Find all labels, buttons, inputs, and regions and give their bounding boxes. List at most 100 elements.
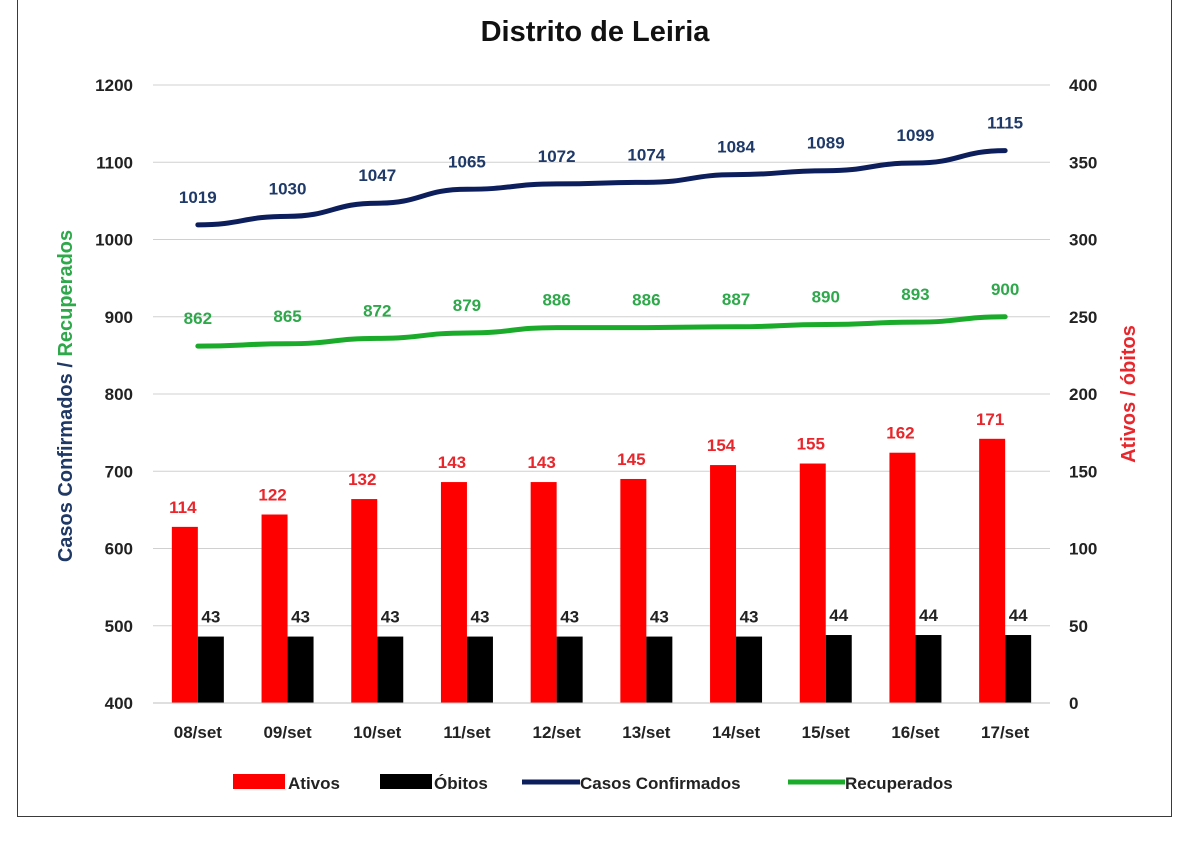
data-label-casos-confirmados: 1084 — [717, 138, 755, 157]
data-label-obitos: 43 — [291, 608, 310, 627]
bar-obitos — [287, 636, 314, 703]
data-label-obitos: 43 — [201, 608, 220, 627]
x-tick-label: 14/set — [712, 723, 761, 742]
x-tick-label: 12/set — [533, 723, 582, 742]
data-label-obitos: 44 — [829, 606, 848, 625]
bar-ativos — [799, 463, 826, 703]
y-right-title-part2: óbitos — [1118, 325, 1140, 385]
legend-swatch-ativos — [233, 774, 285, 789]
data-label-casos-confirmados: 1047 — [358, 166, 396, 185]
data-label-recuperados: 886 — [632, 291, 660, 310]
legend: Ativos Óbitos Casos Confirmados Recupera… — [233, 774, 953, 793]
y-left-title-sep: / — [55, 357, 77, 374]
data-label-casos-confirmados: 1099 — [897, 126, 935, 145]
y-left-tick-label: 1200 — [95, 76, 133, 95]
x-tick-label: 10/set — [353, 723, 402, 742]
y-right-tick-label: 50 — [1069, 617, 1088, 636]
y-left-axis-title: Casos Confirmados / Recuperados — [55, 230, 77, 562]
bar-ativos — [171, 526, 198, 703]
data-label-obitos: 44 — [919, 606, 938, 625]
y-left-title-part2: Recuperados — [55, 230, 77, 357]
data-labels: 114 43 122 43 132 43 143 43 143 43 145 43 154 43 155 44… — [169, 114, 1028, 627]
lines — [195, 148, 1008, 349]
data-label-ativos: 171 — [976, 410, 1004, 429]
data-label-recuperados: 886 — [542, 291, 570, 310]
bar-obitos — [646, 636, 673, 703]
data-label-recuperados: 872 — [363, 301, 391, 320]
y-right-axis-title: Ativos / óbitos — [1118, 325, 1140, 463]
data-label-casos-confirmados: 1089 — [807, 134, 845, 153]
y-right-tick-label: 250 — [1069, 308, 1097, 327]
bar-ativos — [530, 482, 557, 703]
chart-title: Distrito de Leiria — [480, 16, 710, 48]
legend-label-recuperados: Recuperados — [845, 774, 953, 793]
data-label-ativos: 155 — [797, 435, 825, 454]
line-recuperados — [195, 314, 1008, 349]
data-label-casos-confirmados: 1065 — [448, 152, 486, 171]
x-tick-label: 15/set — [802, 723, 851, 742]
y-right-tick-label: 100 — [1069, 540, 1097, 559]
bar-obitos — [556, 636, 583, 703]
data-label-recuperados: 893 — [901, 285, 929, 304]
data-label-obitos: 43 — [381, 608, 400, 627]
x-tick-label: 13/set — [622, 723, 671, 742]
y-left-tick-label: 800 — [105, 385, 133, 404]
legend-label-obitos: Óbitos — [434, 774, 488, 793]
data-label-ativos: 114 — [169, 498, 197, 517]
data-label-recuperados: 879 — [453, 296, 481, 315]
y-right-tick-label: 400 — [1069, 76, 1097, 95]
data-label-obitos: 43 — [470, 608, 489, 627]
y-right-tick-label: 150 — [1069, 462, 1097, 481]
data-label-recuperados: 887 — [722, 290, 750, 309]
data-label-casos-confirmados: 1072 — [538, 147, 576, 166]
data-label-ativos: 145 — [617, 450, 645, 469]
x-tick-label: 09/set — [263, 723, 312, 742]
legend-swatch-obitos — [380, 774, 432, 789]
data-label-obitos: 43 — [650, 608, 669, 627]
data-label-obitos: 43 — [560, 608, 579, 627]
line-casos-confirmados — [195, 148, 1008, 228]
y-left-tick-label: 900 — [105, 308, 133, 327]
legend-label-casos-confirmados: Casos Confirmados — [580, 774, 741, 793]
bar-obitos — [197, 636, 224, 703]
data-label-obitos: 43 — [740, 608, 759, 627]
bar-ativos — [261, 514, 288, 703]
y-right-tick-label: 350 — [1069, 153, 1097, 172]
y-right-title-sep: / — [1118, 385, 1140, 402]
y-left-tick-label: 1100 — [96, 153, 133, 172]
bar-ativos — [440, 482, 467, 703]
y-left-tick-label: 500 — [105, 617, 133, 636]
data-label-ativos: 162 — [886, 424, 914, 443]
y-left-tick-label: 1000 — [95, 231, 133, 250]
data-label-obitos: 44 — [1009, 606, 1028, 625]
x-tick-label: 17/set — [981, 723, 1030, 742]
x-tick-label: 08/set — [174, 723, 223, 742]
y-left-tick-label: 400 — [105, 694, 133, 713]
bar-ativos — [620, 478, 647, 703]
bar-ativos — [979, 438, 1006, 703]
x-tick-label: 16/set — [891, 723, 940, 742]
bar-obitos — [1005, 635, 1032, 703]
y-right-tick-label: 0 — [1069, 694, 1078, 713]
data-label-recuperados: 900 — [991, 280, 1019, 299]
y-right-title-part1: Ativos — [1118, 402, 1140, 463]
bar-ativos — [710, 465, 737, 703]
data-label-casos-confirmados: 1030 — [269, 179, 307, 198]
data-label-casos-confirmados: 1074 — [627, 145, 665, 164]
data-label-ativos: 143 — [527, 453, 555, 472]
y-right-tick-label: 300 — [1069, 231, 1097, 250]
data-label-ativos: 122 — [258, 486, 286, 505]
data-label-ativos: 143 — [438, 453, 466, 472]
bar-obitos — [466, 636, 493, 703]
bars — [171, 438, 1032, 703]
bar-obitos — [377, 636, 404, 703]
data-label-casos-confirmados: 1019 — [179, 188, 217, 207]
y-left-title-part1: Casos Confirmados — [55, 373, 77, 562]
data-label-ativos: 132 — [348, 470, 376, 489]
data-label-recuperados: 890 — [812, 287, 840, 306]
bar-obitos — [825, 635, 852, 703]
y-left-tick-label: 600 — [105, 540, 133, 559]
data-label-recuperados: 865 — [273, 307, 301, 326]
bar-obitos — [736, 636, 763, 703]
